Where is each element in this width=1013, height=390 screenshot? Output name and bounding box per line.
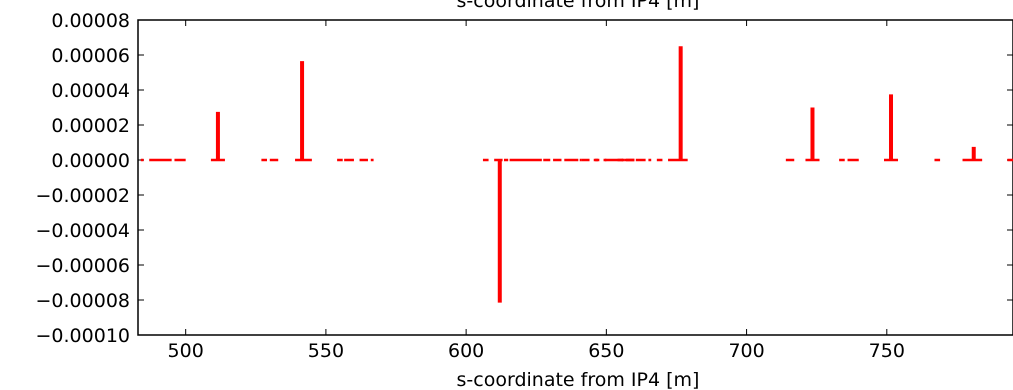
x-axis-title: s-coordinate from IP4 [m] xyxy=(457,369,700,390)
y-tick-label: 0.00008 xyxy=(51,10,130,32)
y-tick-label: 0.00006 xyxy=(51,45,130,67)
x-tick-label: 500 xyxy=(168,340,204,362)
x-tick-label: 750 xyxy=(869,340,905,362)
x-tick-label: 600 xyxy=(448,340,484,362)
x-tick-label: 700 xyxy=(728,340,764,362)
y-tick-label: 0.00004 xyxy=(51,80,130,102)
y-axis: 0.00008 0.00006 0.00004 0.00002 0.00000 −0.00… xyxy=(36,10,1013,347)
y-tick-label: −0.00008 xyxy=(36,290,131,312)
x-axis: 500 550 600 650 700 750 xyxy=(168,20,905,362)
y-tick-label: −0.00006 xyxy=(36,255,131,277)
x-tick-label: 650 xyxy=(588,340,624,362)
y-tick-label: −0.00002 xyxy=(36,185,131,207)
y-tick-label: 0.00000 xyxy=(51,150,130,172)
y-tick-label: 0.00002 xyxy=(51,115,130,137)
plot-area-frame xyxy=(137,19,1013,336)
y-tick-label: −0.00004 xyxy=(36,220,131,242)
data-series xyxy=(140,46,1013,303)
chart-title: s-coordinate from IP4 [m] xyxy=(457,0,700,12)
x-tick-label: 550 xyxy=(308,340,344,362)
y-tick-label: −0.00010 xyxy=(36,325,131,347)
